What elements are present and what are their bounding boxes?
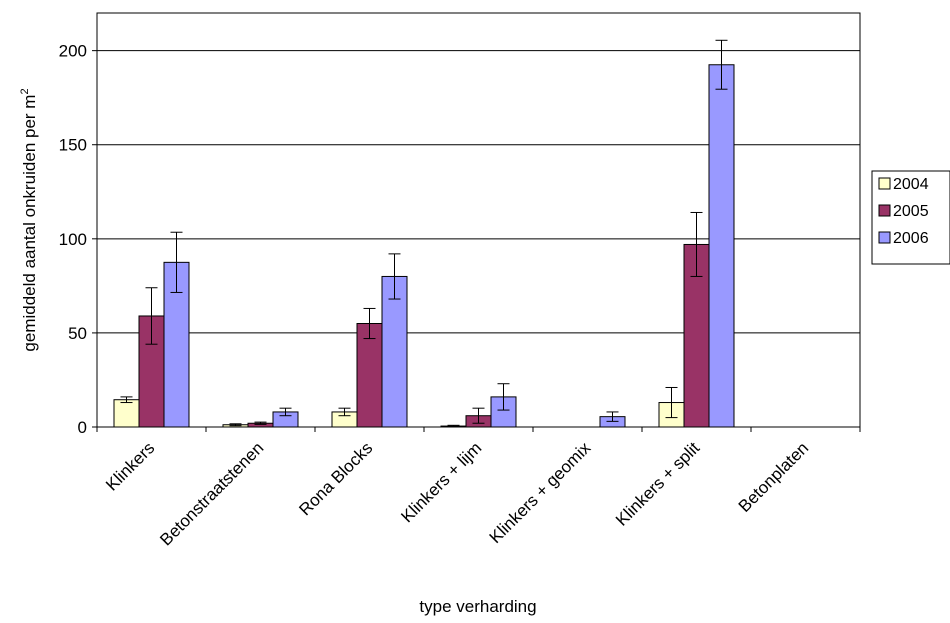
y-tick-label: 150	[59, 136, 87, 155]
x-tick-label: Rona Blocks	[295, 438, 376, 519]
error-bar-2006-4	[606, 411, 619, 422]
x-tick-label: Betonstraatstenen	[156, 438, 267, 549]
error-bar-2005-5	[690, 211, 703, 277]
error-bar-2004-5	[665, 386, 678, 419]
error-bar-2005-2	[363, 307, 376, 340]
legend-swatch-2004	[878, 177, 891, 190]
error-bar-2005-1	[254, 421, 267, 425]
bar-2006-2	[381, 275, 408, 428]
x-tick-label: Klinkers + geomix	[486, 438, 595, 547]
error-bar-2006-2	[388, 253, 401, 300]
legend-label-2005: 2005	[893, 203, 929, 220]
error-bars-group	[120, 39, 728, 428]
y-axis-title-text: gemiddeld aantal onkruiden per m	[20, 95, 39, 352]
error-bar-2004-3	[447, 424, 460, 428]
plot-area	[96, 12, 861, 428]
error-bar-2006-3	[497, 383, 510, 411]
error-bar-2006-1	[279, 407, 292, 417]
x-tick-label: Klinkers	[102, 438, 158, 494]
bar-2006-5	[708, 64, 735, 428]
y-axis: 0 50 100 150 200	[59, 42, 97, 437]
x-axis-title: type verharding	[419, 597, 536, 616]
y-tick-label: 50	[68, 324, 87, 343]
error-bar-2006-0	[170, 231, 183, 293]
error-bar-2005-0	[145, 287, 158, 345]
y-tick-label: 0	[78, 418, 87, 437]
legend-label-2006: 2006	[893, 230, 929, 247]
legend-swatch-2006	[878, 231, 891, 244]
error-bar-2004-2	[338, 407, 351, 417]
error-bar-2005-3	[472, 407, 485, 424]
x-tick-label: Klinkers + lijm	[397, 438, 485, 526]
error-bar-2006-5	[715, 39, 728, 90]
x-tick-label: Klinkers + split	[612, 438, 703, 529]
bar-2004-0	[113, 399, 140, 428]
error-bar-2004-0	[120, 396, 133, 404]
y-axis-title: gemiddeld aantal onkruiden per m2	[19, 88, 39, 351]
legend: 2004 2005 2006	[871, 170, 950, 265]
legend-swatch-2005	[878, 204, 891, 217]
y-axis-title-superscript: 2	[19, 88, 31, 94]
y-tick-label: 200	[59, 42, 87, 61]
x-tick-label: Betonplaten	[735, 438, 813, 516]
error-bar-2004-1	[229, 423, 242, 427]
legend-label-2004: 2004	[893, 176, 929, 193]
y-tick-label: 100	[59, 230, 87, 249]
